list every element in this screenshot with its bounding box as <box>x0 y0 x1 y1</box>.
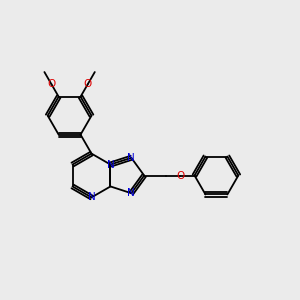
Text: N: N <box>88 192 95 203</box>
Text: O: O <box>83 80 92 89</box>
Text: O: O <box>47 80 56 89</box>
Text: N: N <box>106 160 114 170</box>
Text: N: N <box>128 188 135 198</box>
Text: O: O <box>176 170 184 181</box>
Text: N: N <box>128 153 135 163</box>
